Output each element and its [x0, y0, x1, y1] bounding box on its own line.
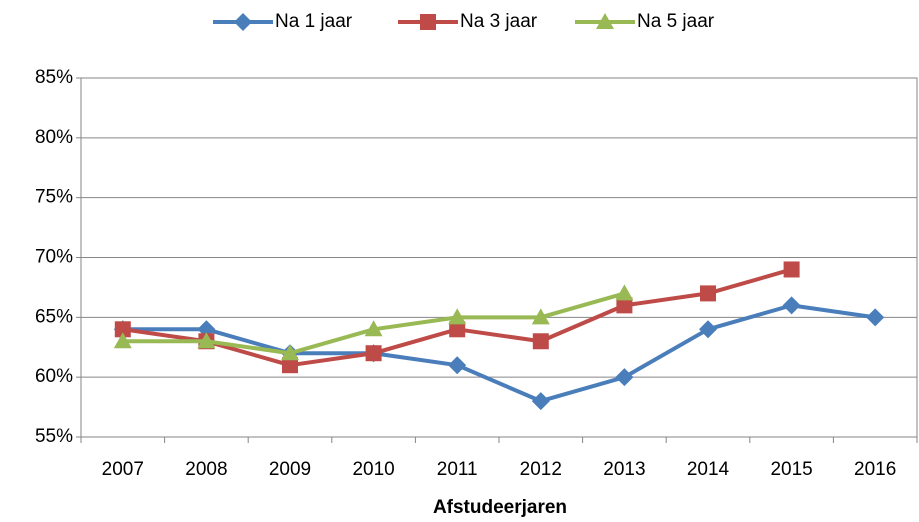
x-tick-label: 2012: [520, 459, 562, 480]
marker: [365, 345, 382, 362]
legend-label: Na 5 jaar: [637, 11, 715, 32]
y-tick-label: 75%: [35, 187, 73, 208]
x-tick-label: 2008: [185, 459, 227, 480]
legend-label: Na 3 jaar: [460, 11, 538, 32]
marker: [782, 296, 801, 315]
x-tick-label: 2009: [269, 459, 311, 480]
marker: [531, 392, 550, 411]
marker: [197, 332, 216, 349]
series-line: [122, 303, 876, 404]
x-axis-label: Afstudeerjaren: [433, 497, 567, 518]
x-tick-label: 2013: [603, 459, 645, 480]
legend-label: Na 1 jaar: [275, 11, 353, 32]
x-tick-label: 2016: [854, 459, 896, 480]
marker: [700, 285, 716, 302]
marker: [448, 308, 467, 325]
x-tick-label: 2010: [352, 459, 394, 480]
marker: [113, 332, 132, 349]
marker: [616, 297, 633, 314]
y-tick-label: 55%: [35, 426, 73, 447]
marker: [532, 333, 549, 350]
y-tick-label: 85%: [35, 67, 73, 88]
legend-marker: [420, 14, 436, 30]
marker: [282, 357, 298, 374]
y-tick-label: 60%: [35, 366, 73, 387]
marker: [866, 308, 885, 327]
legend-marker: [234, 13, 252, 31]
marker: [281, 344, 299, 361]
x-tick-label: 2007: [102, 459, 144, 480]
marker: [448, 356, 467, 375]
x-tick-label: 2015: [770, 459, 812, 480]
marker: [531, 308, 550, 325]
marker: [114, 321, 131, 338]
legend-marker: [596, 13, 614, 29]
y-tick-label: 65%: [35, 306, 73, 327]
marker: [615, 368, 634, 387]
y-tick-label: 70%: [35, 247, 73, 268]
x-tick-label: 2011: [437, 459, 478, 480]
x-tick-label: 2014: [687, 459, 730, 480]
marker: [364, 320, 383, 337]
y-tick-label: 80%: [35, 127, 73, 148]
marker: [783, 261, 800, 278]
marker: [449, 321, 466, 338]
marker: [615, 284, 634, 301]
marker: [699, 320, 717, 339]
